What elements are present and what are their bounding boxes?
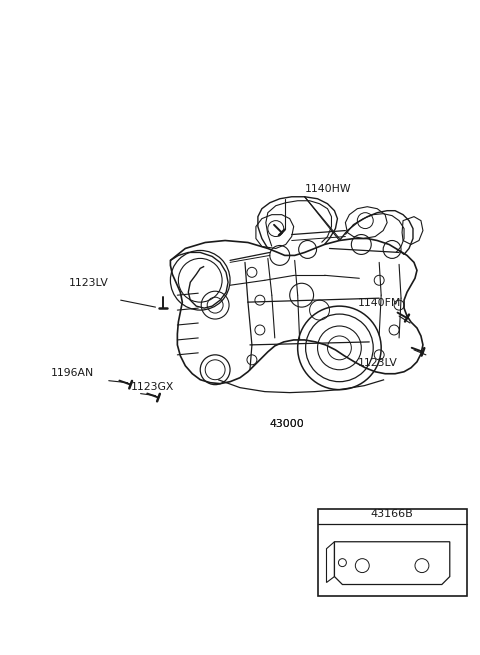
Text: 43000: 43000 <box>270 419 305 430</box>
Text: 1140FM: 1140FM <box>357 298 401 308</box>
Text: 1123LV: 1123LV <box>357 358 397 368</box>
Text: 1140HW: 1140HW <box>305 184 351 194</box>
Text: 1123LV: 1123LV <box>69 278 109 288</box>
Text: 1123GX: 1123GX <box>131 382 174 392</box>
Text: 43166B: 43166B <box>371 509 413 519</box>
Text: 1196AN: 1196AN <box>51 367 95 378</box>
Bar <box>318 509 467 597</box>
Text: 43000: 43000 <box>270 419 305 430</box>
